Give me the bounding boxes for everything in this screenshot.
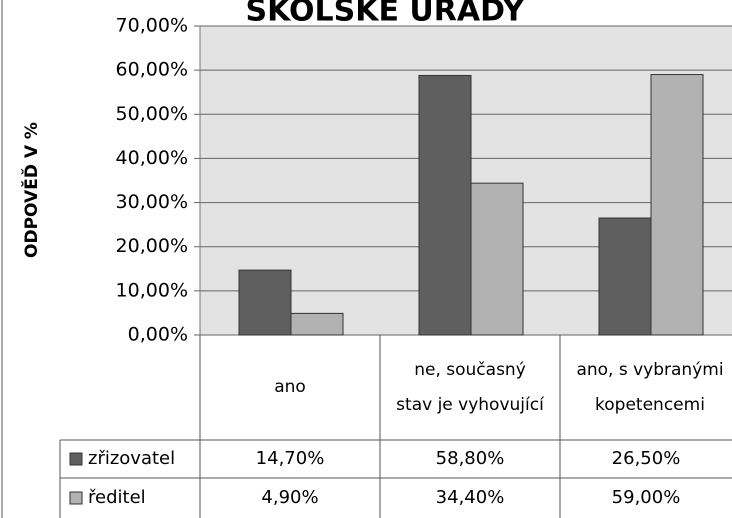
bar xyxy=(470,182,524,336)
legend-swatch xyxy=(69,491,83,505)
bar xyxy=(650,74,704,336)
chart-title: ŠKOLSKÉ ÚŘADY xyxy=(245,0,525,29)
legend-label: zřizovatel xyxy=(88,448,175,469)
bar xyxy=(238,269,292,336)
y-tick-label: 50,00% xyxy=(116,103,188,125)
bar xyxy=(290,312,344,336)
x-tick-label: ano xyxy=(274,377,306,397)
data-label: 58,80% xyxy=(436,448,505,469)
y-tick-label: 0,00% xyxy=(128,324,188,346)
y-tick-label: 10,00% xyxy=(116,279,188,301)
y-axis-title: ODPOVĚĎ V % xyxy=(20,122,42,258)
legend-swatch xyxy=(69,452,83,466)
bar xyxy=(598,217,652,336)
data-label: 59,00% xyxy=(612,487,681,508)
data-label: 26,50% xyxy=(612,448,681,469)
x-tick-label: ano, s vybranými kopetencemi xyxy=(576,359,724,415)
y-tick-label: 70,00% xyxy=(116,15,188,37)
bar xyxy=(418,74,472,336)
data-label: 34,40% xyxy=(436,487,505,508)
x-tick-label: ne, současný stav je vyhovující xyxy=(396,359,544,415)
y-tick-label: 30,00% xyxy=(116,191,188,213)
legend-label: ředitel xyxy=(88,487,146,508)
data-label: 4,90% xyxy=(261,487,318,508)
y-tick-label: 60,00% xyxy=(116,59,188,81)
data-label: 14,70% xyxy=(256,448,325,469)
y-tick-label: 40,00% xyxy=(116,147,188,169)
y-tick-label: 20,00% xyxy=(116,235,188,257)
